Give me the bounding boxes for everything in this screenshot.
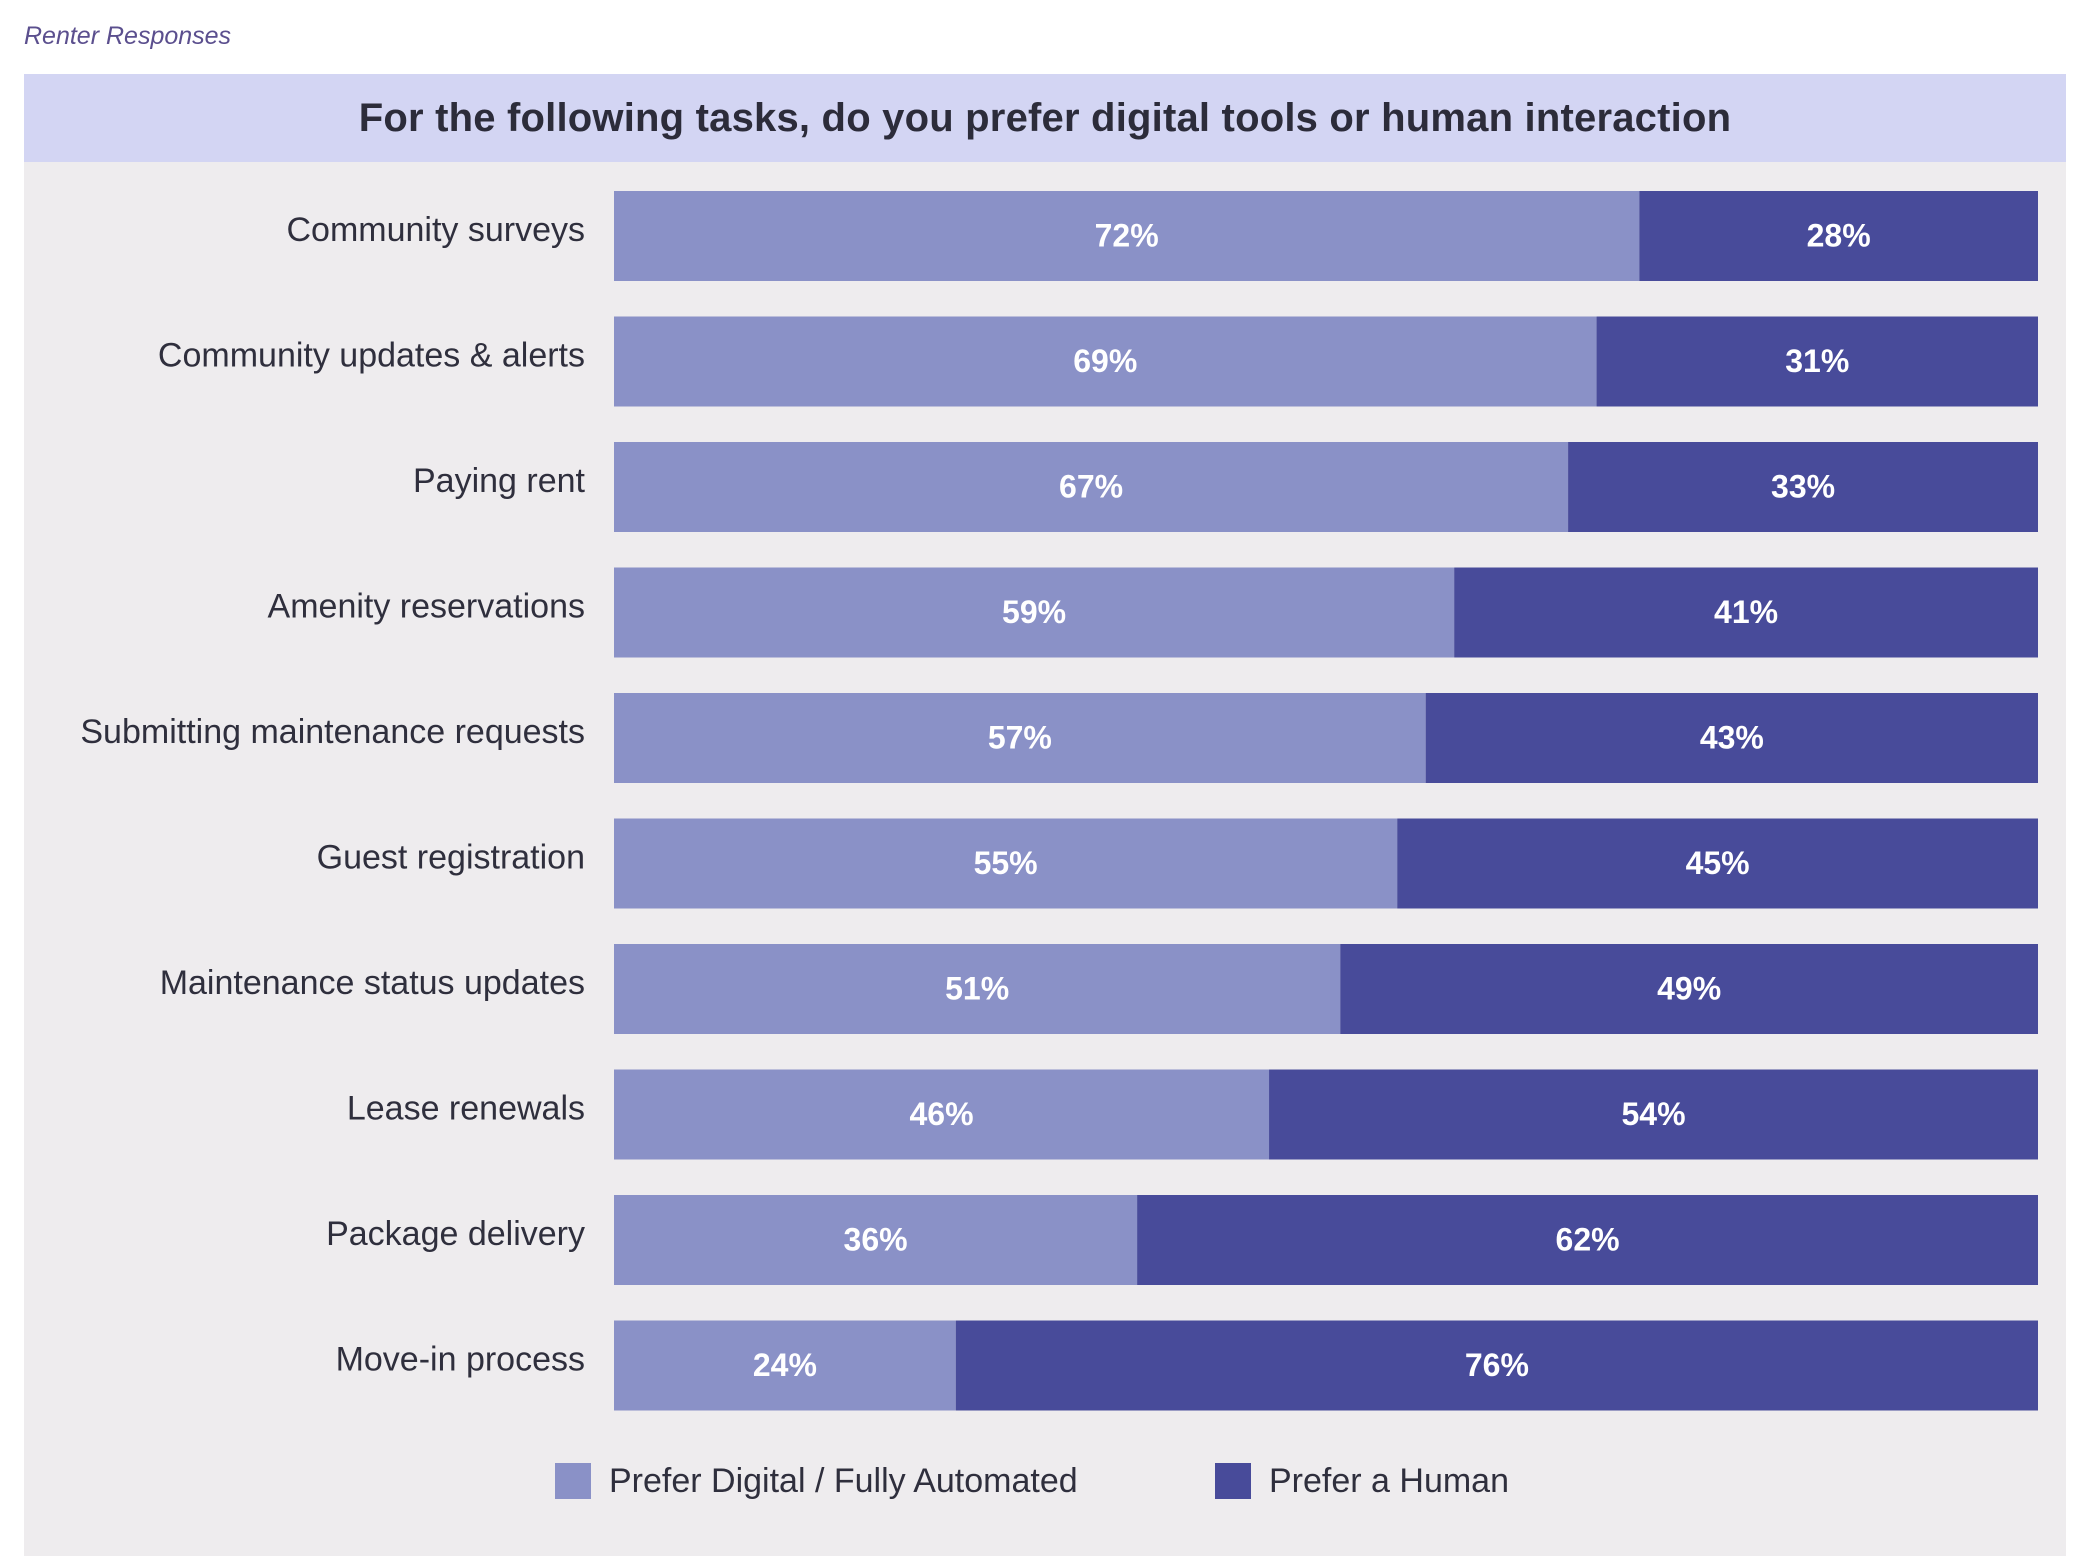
data-label: 24% <box>753 1347 817 1383</box>
legend-digital-swatch <box>555 1463 591 1499</box>
category-label: Submitting maintenance requests <box>80 713 585 751</box>
data-label: 72% <box>1095 217 1159 253</box>
category-label: Community surveys <box>286 211 585 249</box>
chart-caption: Renter Responses <box>24 22 232 50</box>
data-label: 28% <box>1807 217 1871 253</box>
data-label: 33% <box>1771 468 1835 504</box>
chart-title: For the following tasks, do you prefer d… <box>358 95 1732 140</box>
data-label: 46% <box>909 1096 973 1132</box>
data-label: 59% <box>1002 594 1066 630</box>
bar-segment-human <box>1340 944 2038 1034</box>
data-label: 62% <box>1556 1221 1620 1257</box>
category-label: Amenity reservations <box>268 587 585 625</box>
bar-segment-human <box>955 1320 2038 1411</box>
bar-segment-human <box>1425 693 2038 783</box>
bar-segment-human <box>1639 191 2038 281</box>
data-label: 55% <box>974 845 1038 881</box>
bar-segment-digital <box>614 818 1398 909</box>
bar-segment-digital <box>614 1320 956 1411</box>
bar-segment-digital <box>614 693 1426 783</box>
category-label: Package delivery <box>326 1215 585 1253</box>
data-label: 54% <box>1621 1096 1685 1132</box>
data-label: 31% <box>1785 343 1849 379</box>
category-label: Community updates & alerts <box>158 336 585 374</box>
bar-segment-human <box>1568 442 2038 532</box>
data-label: 69% <box>1073 343 1137 379</box>
data-label: 57% <box>988 719 1052 755</box>
bar-segment-digital <box>614 442 1569 532</box>
category-label: Paying rent <box>413 462 586 500</box>
data-label: 76% <box>1465 1347 1529 1383</box>
bar-segment-digital <box>614 316 1597 407</box>
bar-segment-digital <box>614 944 1341 1034</box>
bar-segment-digital <box>614 1069 1270 1160</box>
bar-segment-human <box>1397 818 2038 909</box>
category-label: Move-in process <box>336 1340 585 1378</box>
category-label: Lease renewals <box>347 1089 585 1127</box>
bar-segment-human <box>1137 1195 2038 1285</box>
data-label: 43% <box>1700 719 1764 755</box>
bar-segment-digital <box>614 191 1640 281</box>
data-label: 49% <box>1657 970 1721 1006</box>
legend-digital-label: Prefer Digital / Fully Automated <box>609 1462 1078 1500</box>
bar-segment-human <box>1454 567 2038 658</box>
bar-segment-digital <box>614 567 1455 658</box>
data-label: 41% <box>1714 594 1778 630</box>
legend-human-label: Prefer a Human <box>1269 1462 1509 1500</box>
bar-segment-digital <box>614 1195 1138 1285</box>
category-label: Guest registration <box>317 838 585 876</box>
bar-segment-human <box>1596 316 2038 407</box>
data-label: 45% <box>1686 845 1750 881</box>
title-band: For the following tasks, do you prefer d… <box>24 74 2066 162</box>
bar-segment-human <box>1269 1069 2038 1160</box>
data-label: 36% <box>844 1221 908 1257</box>
category-label: Maintenance status updates <box>160 964 585 1002</box>
data-label: 67% <box>1059 468 1123 504</box>
legend-human-swatch <box>1215 1463 1251 1499</box>
data-label: 51% <box>945 970 1009 1006</box>
